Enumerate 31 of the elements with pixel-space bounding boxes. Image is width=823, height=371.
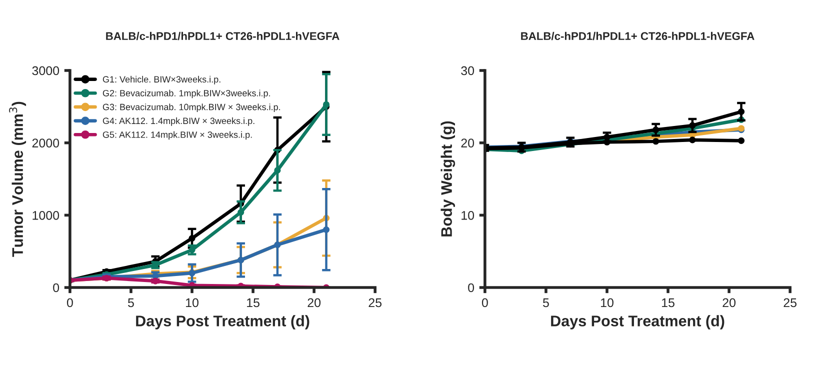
y-tick-label: 20 bbox=[461, 138, 474, 148]
x-tick-label: 0 bbox=[482, 298, 488, 308]
x-tick-label: 25 bbox=[368, 298, 382, 308]
x-tick-label: 15 bbox=[662, 298, 674, 308]
legend-label: G4: AK112. 1.4mpk.BIW × 3weeks.i.p. bbox=[102, 117, 254, 126]
x-tick-label: 5 bbox=[128, 298, 134, 308]
x-axis-title: Days Post Treatment (d) bbox=[136, 315, 310, 330]
y-tick-label: 3000 bbox=[32, 66, 60, 76]
y-tick-label: 2000 bbox=[32, 138, 60, 148]
chart-title: BALB/c-hPD1/hPDL1+ CT26-hPDL1-hVEGFA bbox=[521, 32, 754, 40]
x-tick-label: 15 bbox=[247, 298, 260, 308]
x-tick-label: 10 bbox=[601, 298, 614, 308]
legend-label: G2: Bevacizumab. 1mpk.BIW×3weeks.i.p. bbox=[102, 90, 270, 98]
y-tick-label: 1000 bbox=[32, 210, 60, 220]
x-tick-label: 10 bbox=[186, 298, 198, 308]
y-tick-label: 30 bbox=[461, 66, 474, 76]
legend-label: G3: Bevacizumab. 10mpk.BIW × 3weeks.i.p. bbox=[102, 104, 280, 112]
x-tick-label: 20 bbox=[308, 298, 321, 308]
legend-label: G1: Vehicle. BIW×3weeks.i.p. bbox=[102, 76, 220, 84]
y-tick-label: 0 bbox=[468, 283, 474, 292]
chart-title: BALB/c-hPD1/hPDL1+ CT26-hPDL1-hVEGFA bbox=[106, 32, 340, 40]
y-tick-label: 0 bbox=[53, 283, 60, 292]
x-tick-label: 20 bbox=[722, 298, 736, 308]
legend-label: G5: AK112. 14mpk.BIW × 3weeks.i.p. bbox=[102, 131, 252, 140]
x-tick-label: 0 bbox=[66, 298, 73, 308]
x-tick-label: 5 bbox=[542, 298, 549, 308]
y-axis-title: Body Weight (g) bbox=[440, 121, 456, 236]
y-tick-label: 10 bbox=[462, 210, 474, 220]
x-tick-label: 25 bbox=[784, 298, 797, 308]
x-axis-title: Days Post Treatment (d) bbox=[551, 315, 724, 330]
y-axis-title: Tumor Volume (mm$^{3}$) bbox=[9, 102, 26, 257]
